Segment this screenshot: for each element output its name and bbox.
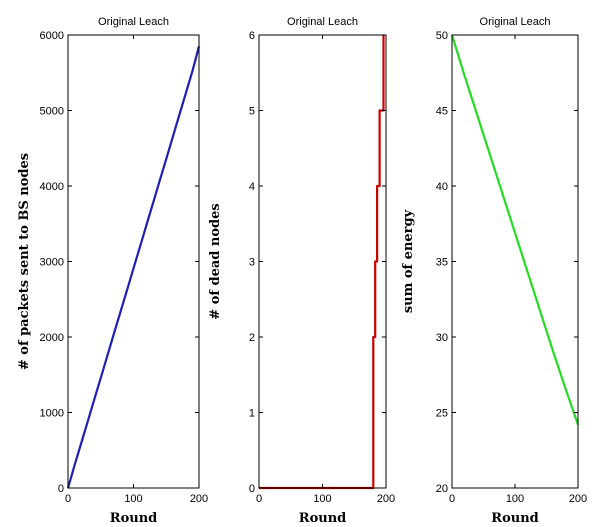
y-tick-label: 30 (436, 332, 448, 344)
y-axis-label: # of packets sent to BS nodes (17, 153, 32, 370)
y-tick-label: 35 (436, 257, 448, 269)
y-axis-label: # of dead nodes (208, 203, 223, 319)
x-tick-label: 200 (377, 493, 395, 505)
x-axis-label: Round (110, 511, 157, 526)
y-tick-label: 1 (249, 408, 255, 420)
x-axis-label: Round (299, 511, 346, 526)
x-tick-label: 0 (65, 493, 71, 505)
y-tick-label: 3 (249, 257, 255, 269)
y-tick-label: 5000 (40, 106, 64, 118)
y-tick-label: 0 (249, 483, 255, 495)
y-tick-label: 45 (436, 106, 448, 118)
y-tick-label: 6 (249, 30, 255, 42)
y-tick-label: 2000 (40, 332, 64, 344)
x-tick-label: 200 (569, 493, 587, 505)
y-tick-label: 6000 (40, 30, 64, 42)
chart-panel-2: 0 1 2 3 4 5 6 0 100 200 Original Leach Round # of de… (208, 16, 395, 526)
x-tick-label: 100 (506, 493, 524, 505)
chart-panel-3: 20 25 30 35 40 45 50 0 100 200 Original Leach Round… (401, 16, 587, 526)
x-tick-label: 100 (313, 493, 331, 505)
chart-title: Original Leach (287, 16, 358, 28)
y-tick-label: 0 (58, 483, 64, 495)
y-tick-label: 25 (436, 408, 448, 420)
y-tick-label: 3000 (40, 257, 64, 269)
chart-panel-1: 0 1000 2000 3000 4000 5000 6000 0 100 200 Original… (17, 16, 208, 526)
y-axis-label: sum of energy (401, 209, 416, 313)
y-tick-label: 5 (249, 106, 255, 118)
plot-frame (451, 34, 579, 489)
y-tick-label: 4000 (40, 181, 64, 193)
x-tick-label: 200 (190, 493, 208, 505)
chart-title: Original Leach (98, 16, 169, 28)
y-tick-label: 1000 (40, 408, 64, 420)
series-line (259, 35, 385, 490)
x-axis-label: Round (491, 511, 538, 526)
x-tick-label: 0 (256, 493, 262, 505)
chart-title: Original Leach (480, 16, 551, 28)
x-tick-label: 100 (124, 493, 142, 505)
y-tick-label: 50 (436, 30, 448, 42)
series-line (66, 46, 201, 489)
series-line (450, 34, 580, 425)
x-tick-label: 0 (449, 493, 455, 505)
y-tick-label: 40 (436, 181, 448, 193)
plot-frame (258, 34, 387, 489)
y-tick-label: 20 (436, 483, 448, 495)
y-tick-label: 4 (249, 181, 255, 193)
y-tick-label: 2 (249, 332, 255, 344)
